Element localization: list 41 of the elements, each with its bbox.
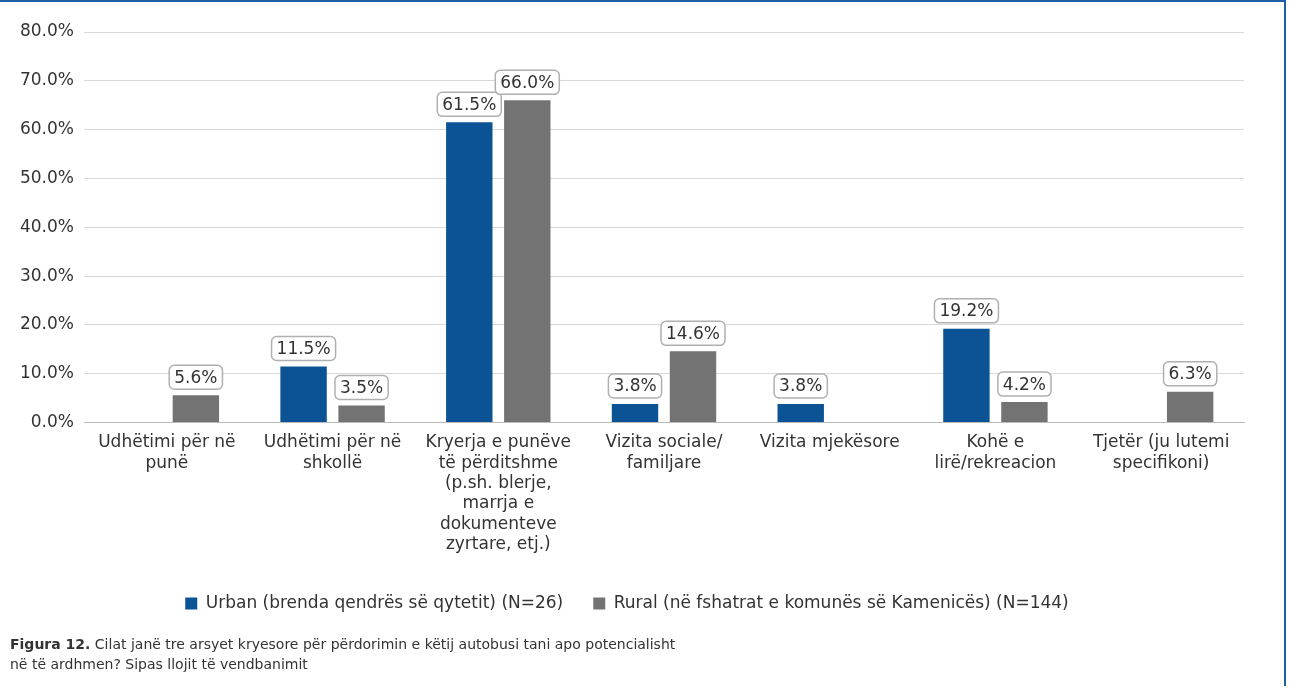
data-label: 66.0% (500, 71, 555, 92)
y-tick-label: 70.0% (19, 69, 74, 90)
y-tick-label: 40.0% (19, 215, 74, 236)
data-label: 19.2% (939, 300, 994, 321)
x-tick-label: Kryerja e punëve të përditshme (p.sh. blerje, marrja e dokumenteve zyrtare, etj.) (425, 431, 571, 554)
x-tick-label: Tjetër (ju lutemi specifikoni) (1091, 431, 1230, 472)
bar (446, 122, 493, 423)
data-label: 3.8% (613, 375, 657, 396)
x-tick-label: Udhëtimi për në shkollë (263, 431, 402, 472)
y-tick-label: 30.0% (19, 264, 74, 285)
x-tick-label: Vizita sociale/ familjare (605, 431, 723, 472)
data-label: 6.3% (1168, 363, 1212, 384)
x-tick-label: Udhëtimi për në punë (98, 431, 236, 472)
data-label: 61.5% (442, 93, 497, 114)
data-label: 14.6% (665, 322, 721, 343)
bar (1001, 402, 1048, 423)
bar (611, 404, 659, 423)
x-tick-label: Vizita mjekësore (759, 431, 900, 452)
bar (172, 395, 220, 423)
bar (943, 328, 990, 423)
data-label: 3.5% (339, 376, 384, 397)
data-label: 3.8% (779, 375, 823, 396)
y-tick-label: 20.0% (19, 313, 74, 334)
text: Figura 12. Cilat janë tre arsyet kryesore për përdorimin e këtij autobusi tani apo potencialisht në të ardhmen? Sipas llojit të vendbanimit (10, 635, 677, 674)
data-label: 5.6% (174, 366, 218, 387)
bar (777, 404, 824, 423)
bar (504, 100, 551, 423)
y-tick-label: 60.0% (19, 118, 74, 139)
y-tick-label: 10.0% (19, 362, 74, 383)
bar (280, 366, 327, 423)
y-tick-label: 50.0% (19, 166, 74, 187)
data-label: 4.2% (1002, 373, 1047, 394)
y-tick-label: 80.0% (19, 20, 74, 41)
data-label: 11.5% (276, 337, 331, 358)
legend-label: Rural (në fshatrat e komunës së Kamenicës) (N=144) (613, 591, 1069, 612)
y-tick-label: 0.0% (30, 411, 74, 432)
bar (338, 405, 385, 423)
legend-label: Urban (brenda qendrës së qytetit) (N=26) (205, 591, 564, 612)
x-tick-label: Kohë e lirë/rekreacion (934, 431, 1057, 472)
bar (1166, 391, 1214, 423)
bar (669, 351, 717, 423)
